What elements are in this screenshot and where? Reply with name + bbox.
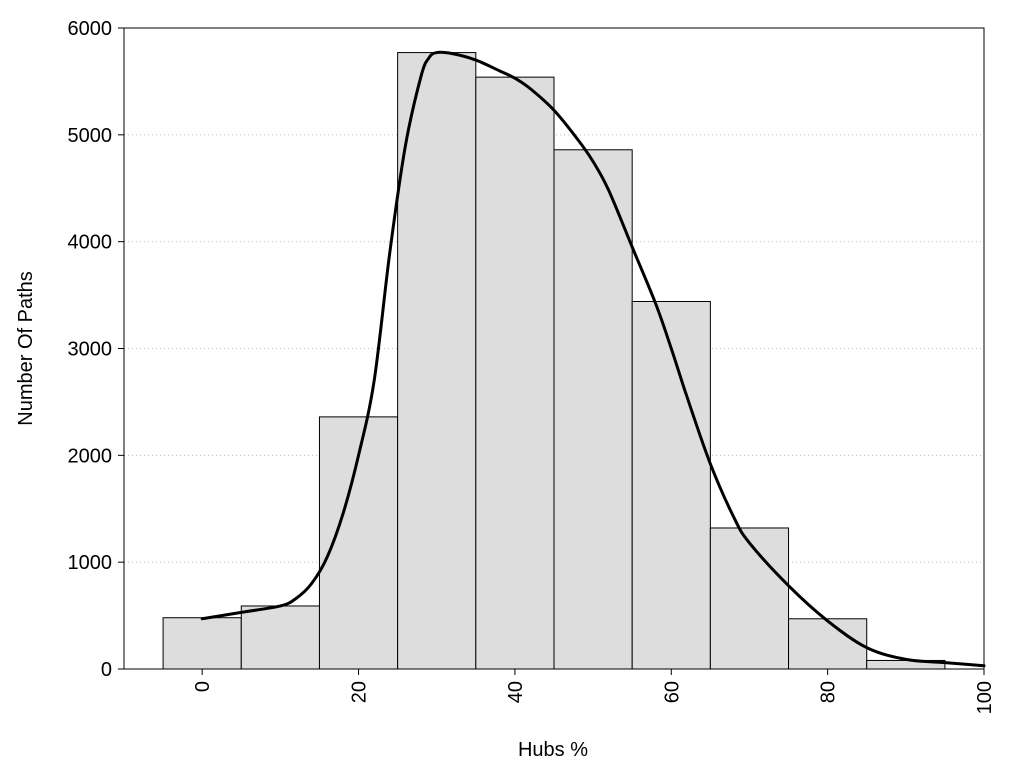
x-tick-label-60: 60 (661, 681, 683, 703)
y-tick-label-0: 0 (101, 659, 112, 681)
grid-layer (124, 134, 984, 563)
y-axis-ticks: 0 1000 2000 3000 4000 5000 6000 (68, 18, 124, 681)
x-tick-label-80: 80 (818, 681, 840, 703)
histogram-bar-6 (631, 300, 711, 670)
x-tick-label-0: 0 (192, 681, 214, 692)
curve-layer (200, 50, 986, 668)
histogram-bar-1 (240, 605, 320, 670)
x-tick-label-100: 100 (974, 681, 996, 714)
x-tick-label-20: 20 (349, 681, 371, 703)
histogram-bar-7 (709, 527, 790, 670)
histogram-bar-4 (475, 76, 555, 670)
histogram-bar-0 (162, 617, 242, 670)
y-axis-title: Number Of Paths (15, 271, 37, 426)
y-tick-label-3000: 3000 (68, 339, 113, 361)
histogram-bar-5 (553, 149, 633, 670)
x-tick-label-40: 40 (505, 681, 527, 703)
bars-layer (162, 52, 946, 670)
y-tick-label-6000: 6000 (68, 18, 113, 40)
histogram-bar-3 (397, 52, 477, 670)
histogram-bar-8 (788, 618, 868, 670)
y-tick-label-1000: 1000 (68, 552, 113, 574)
y-tick-label-5000: 5000 (68, 125, 113, 147)
y-tick-label-4000: 4000 (68, 232, 113, 254)
x-axis-title: Hubs % (518, 739, 588, 761)
y-tick-label-2000: 2000 (68, 445, 113, 467)
x-axis-ticks: 0 20 40 60 80 100 (192, 669, 996, 714)
density-curve (200, 50, 986, 668)
